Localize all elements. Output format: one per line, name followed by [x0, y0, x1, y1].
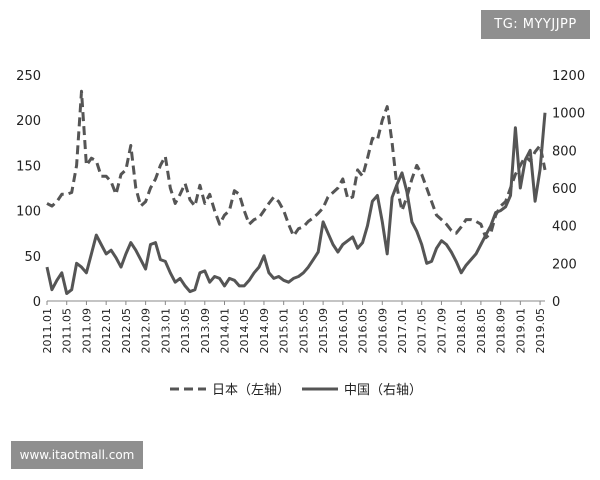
x-tick-label: 2015.01 [278, 308, 291, 354]
x-tick-label: 2017.05 [416, 308, 429, 354]
x-tick-label: 2019.01 [514, 308, 527, 354]
watermark-bottom: www.itaotmall.com [11, 441, 143, 469]
right-y-tick-label: 400 [552, 220, 577, 235]
left-y-tick-label: 250 [16, 69, 41, 84]
left-y-tick-label: 150 [16, 159, 41, 174]
x-tick-label: 2011.01 [41, 308, 54, 354]
x-tick-label: 2014.09 [258, 308, 271, 354]
right-y-tick-label: 600 [552, 182, 577, 197]
x-tick-label: 2018.05 [475, 308, 488, 354]
x-tick-label: 2011.05 [61, 308, 74, 354]
x-tick-label: 2014.01 [219, 308, 232, 354]
x-tick-label: 2016.09 [376, 308, 389, 354]
right-y-tick-label: 1200 [552, 69, 585, 84]
left-y-tick-label: 0 [33, 295, 41, 310]
series-layer [45, 89, 547, 295]
x-tick-label: 2019.05 [534, 308, 547, 354]
series-line-japan [46, 89, 547, 240]
x-tick-label: 2013.01 [159, 308, 172, 354]
right-y-tick-label: 1000 [552, 107, 585, 122]
left-y-tick-label: 100 [16, 205, 41, 220]
watermark-top: TG: MYYJJPP [481, 10, 590, 39]
left-y-tick-label: 50 [24, 250, 41, 265]
right-y-tick-label: 800 [552, 144, 577, 159]
x-tick-label: 2014.05 [238, 308, 251, 354]
x-tick-label: 2015.09 [317, 308, 330, 354]
right-y-axis-ticks: 0 200 400 600 800 1000 1200 [552, 69, 585, 310]
legend-label-japan: 日本（左轴） [212, 383, 290, 398]
right-y-tick-label: 0 [552, 295, 560, 310]
legend: 日本（左轴） 中国（右轴） [170, 383, 422, 398]
x-tick-label: 2016.01 [337, 308, 350, 354]
left-y-axis-ticks: 0 50 100 150 200 250 [16, 69, 41, 310]
x-tick-label: 2013.09 [199, 308, 212, 354]
x-tick-label: 2012.05 [120, 308, 133, 354]
legend-label-china: 中国（右轴） [344, 383, 422, 398]
x-tick-label: 2017.09 [435, 308, 448, 354]
x-tick-label: 2011.09 [80, 308, 93, 354]
series-line-china [45, 112, 547, 295]
x-tick-label: 2017.01 [396, 308, 409, 354]
x-tick-label: 2018.01 [455, 308, 468, 354]
x-tick-label: 2012.01 [100, 308, 113, 354]
x-tick-label: 2016.05 [357, 308, 370, 354]
x-tick-label: 2018.09 [495, 308, 508, 354]
right-y-tick-label: 200 [552, 257, 577, 272]
x-tick-label: 2012.09 [140, 308, 153, 354]
left-y-tick-label: 200 [16, 114, 41, 129]
x-tick-label: 2013.05 [179, 308, 192, 354]
x-tick-label: 2015.05 [297, 308, 310, 354]
x-axis-ticks: 2011.01 2011.05 2011.09 2012.01 2012.05 2012.… [41, 301, 547, 354]
